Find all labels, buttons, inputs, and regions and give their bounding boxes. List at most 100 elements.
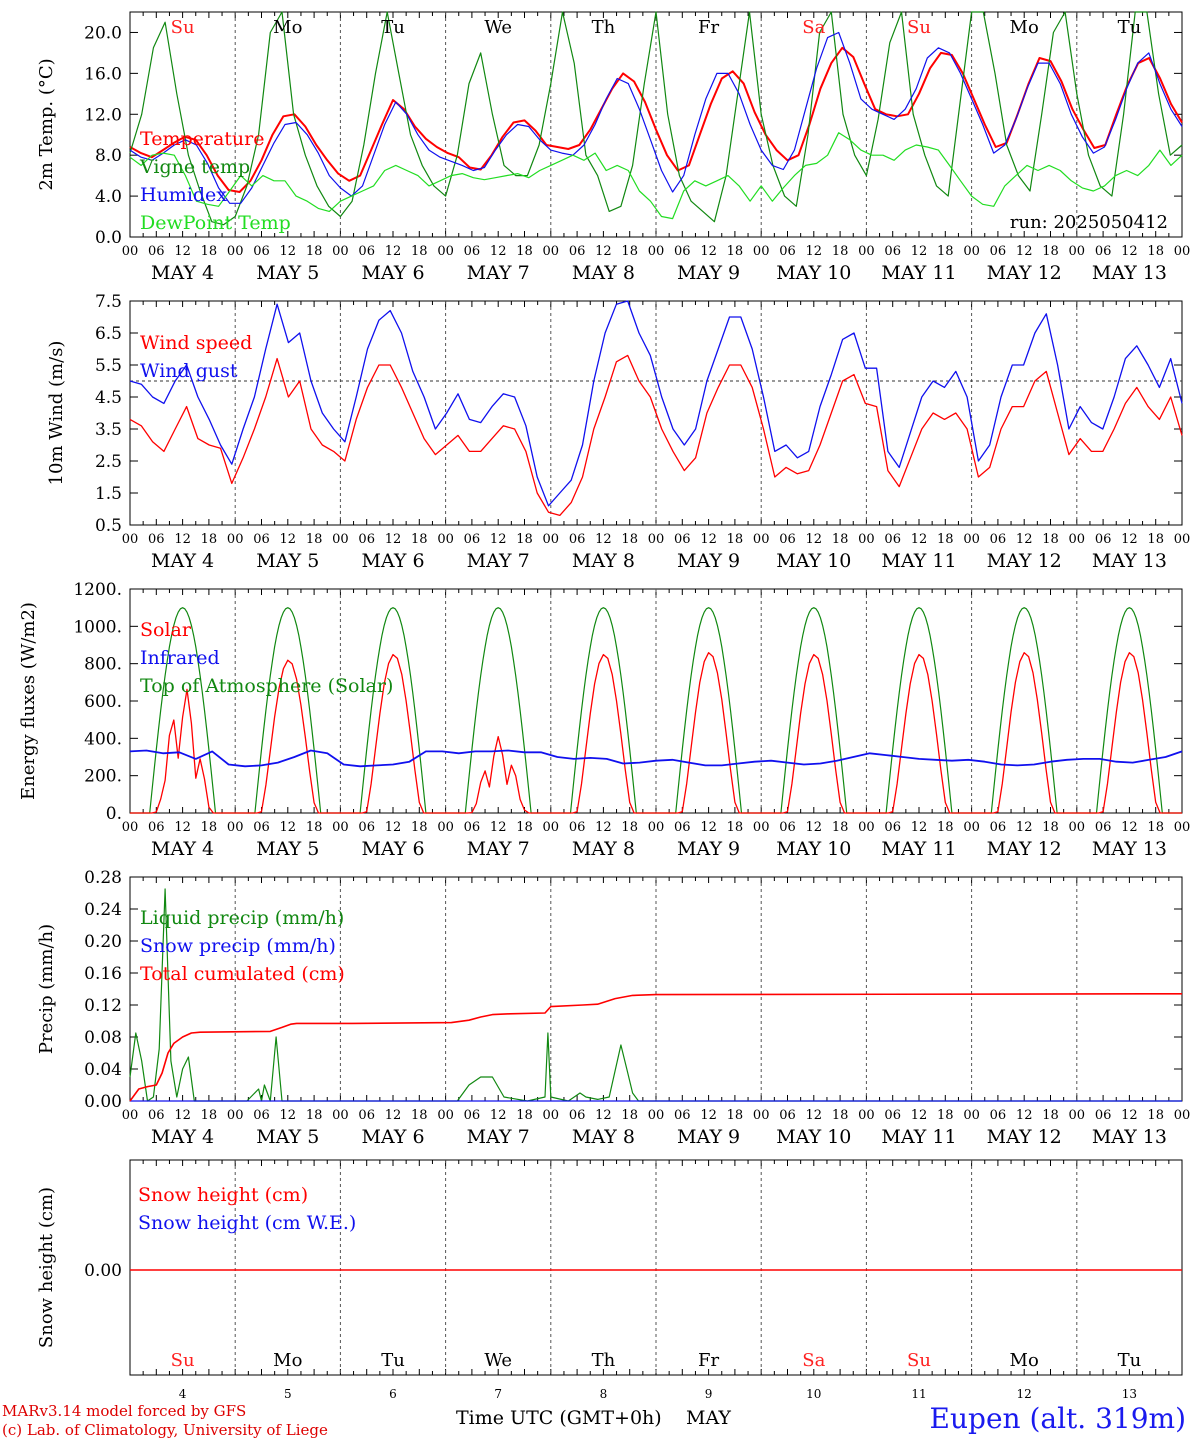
- hour-tick-label: 00: [963, 244, 980, 259]
- hour-tick-label: 00: [332, 532, 349, 547]
- hour-tick-label: 18: [832, 532, 849, 547]
- hour-tick-label: 18: [937, 1108, 954, 1123]
- hour-tick-label: 00: [227, 820, 244, 835]
- hour-tick-label: 06: [779, 244, 796, 259]
- day-label: MAY 11: [881, 838, 956, 860]
- hour-tick-label: 12: [1121, 1108, 1138, 1123]
- day-number-label: 5: [284, 1387, 292, 1401]
- hour-tick-label: 18: [201, 244, 218, 259]
- weekday-label: Su: [171, 17, 195, 38]
- day-label: MAY 10: [776, 838, 851, 860]
- hour-tick-label: 18: [1147, 244, 1164, 259]
- hour-tick-label: 18: [1147, 820, 1164, 835]
- hour-tick-label: 18: [306, 244, 323, 259]
- day-label: MAY 7: [467, 550, 530, 572]
- hour-tick-label: 00: [543, 1108, 560, 1123]
- ytick-label: 0.: [106, 804, 122, 824]
- ytick-label: 0.20: [84, 932, 122, 952]
- hour-tick-label: 06: [253, 244, 270, 259]
- legend-2: Humidex: [140, 184, 227, 206]
- legend-0: Liquid precip (mm/h): [140, 907, 344, 929]
- hour-tick-label: 06: [674, 532, 691, 547]
- legend-0: Solar: [140, 619, 192, 641]
- hour-tick-label: 00: [753, 532, 770, 547]
- hour-tick-label: 12: [490, 1108, 507, 1123]
- hour-tick-label: 12: [490, 820, 507, 835]
- lab-credit: (c) Lab. of Climatology, University of L…: [2, 1421, 328, 1439]
- weekday-label-bottom: Th: [592, 1350, 616, 1371]
- hour-tick-label: 18: [516, 244, 533, 259]
- day-label: MAY 12: [987, 550, 1062, 572]
- ytick-label: 0.28: [84, 868, 122, 888]
- hour-tick-label: 06: [569, 820, 586, 835]
- ytick-label: 16.0: [84, 64, 122, 84]
- hour-tick-label: 12: [1016, 244, 1033, 259]
- hour-tick-label: 00: [1069, 244, 1086, 259]
- hour-tick-label: 00: [753, 1108, 770, 1123]
- hour-tick-label: 00: [543, 820, 560, 835]
- day-number-label: 11: [911, 1387, 926, 1401]
- hour-tick-label: 12: [1121, 244, 1138, 259]
- ytick-label: 12.0: [84, 105, 122, 125]
- hour-tick-label: 06: [674, 1108, 691, 1123]
- day-label: MAY 6: [361, 550, 424, 572]
- y-axis-title: 2m Temp. (°C): [36, 58, 57, 190]
- hour-tick-label: 00: [1174, 244, 1191, 259]
- hour-tick-label: 00: [437, 820, 454, 835]
- weekday-label-bottom: We: [484, 1350, 512, 1371]
- day-label: MAY 5: [256, 1126, 319, 1148]
- hour-tick-label: 12: [911, 820, 928, 835]
- hour-tick-label: 06: [464, 820, 481, 835]
- day-label: MAY 10: [776, 262, 851, 284]
- hour-tick-label: 06: [779, 532, 796, 547]
- hour-tick-label: 00: [963, 820, 980, 835]
- hour-tick-label: 18: [621, 532, 638, 547]
- weekday-label-bottom: Su: [171, 1350, 195, 1371]
- day-label: MAY 13: [1092, 550, 1167, 572]
- hour-tick-label: 06: [990, 1108, 1007, 1123]
- hour-tick-label: 18: [621, 820, 638, 835]
- hour-tick-label: 12: [1016, 1108, 1033, 1123]
- day-label: MAY 4: [151, 838, 214, 860]
- x-axis-title: Time UTC (GMT+0h): [456, 1407, 662, 1429]
- hour-tick-label: 12: [1121, 820, 1138, 835]
- hour-tick-label: 12: [1016, 532, 1033, 547]
- ytick-label: 7.5: [95, 292, 122, 312]
- series-wind-gust: [129, 300, 1183, 507]
- hour-tick-label: 06: [253, 820, 270, 835]
- ytick-label: 0.04: [84, 1060, 122, 1080]
- hour-tick-label: 18: [201, 532, 218, 547]
- day-label: MAY 12: [987, 1126, 1062, 1148]
- day-label: MAY 5: [256, 550, 319, 572]
- hour-tick-label: 00: [1069, 820, 1086, 835]
- station-title: Eupen (alt. 319m): [929, 1402, 1186, 1435]
- weekday-label-bottom: Su: [907, 1350, 931, 1371]
- hour-tick-label: 00: [227, 532, 244, 547]
- hour-tick-label: 18: [411, 532, 428, 547]
- hour-tick-label: 12: [490, 244, 507, 259]
- hour-tick-label: 06: [884, 1108, 901, 1123]
- ytick-label: 20.0: [84, 23, 122, 43]
- day-number-label: 9: [705, 1387, 713, 1401]
- hour-tick-label: 00: [437, 244, 454, 259]
- ytick-label: 0.12: [84, 996, 122, 1016]
- day-number-label: 12: [1017, 1387, 1032, 1401]
- hour-tick-label: 12: [595, 820, 612, 835]
- legend-2: Top of Atmosphere (Solar): [140, 675, 393, 697]
- hour-tick-label: 00: [963, 532, 980, 547]
- day-number-label: 13: [1122, 1387, 1137, 1401]
- legend-2: Total cumulated (cm): [140, 963, 345, 985]
- hour-tick-label: 18: [411, 820, 428, 835]
- hour-tick-label: 00: [227, 244, 244, 259]
- hour-tick-label: 18: [937, 244, 954, 259]
- day-number-label: 6: [389, 1387, 397, 1401]
- hour-tick-label: 00: [648, 244, 665, 259]
- day-number-label: 10: [806, 1387, 821, 1401]
- day-label: MAY 7: [467, 1126, 530, 1148]
- hour-tick-label: 12: [595, 244, 612, 259]
- weekday-label: Sa: [802, 17, 825, 38]
- y-axis-title: Snow height (cm): [36, 1187, 57, 1348]
- hour-tick-label: 06: [884, 820, 901, 835]
- y-axis-title: Energy fluxes (W/m2): [18, 602, 39, 800]
- day-label: MAY 10: [776, 1126, 851, 1148]
